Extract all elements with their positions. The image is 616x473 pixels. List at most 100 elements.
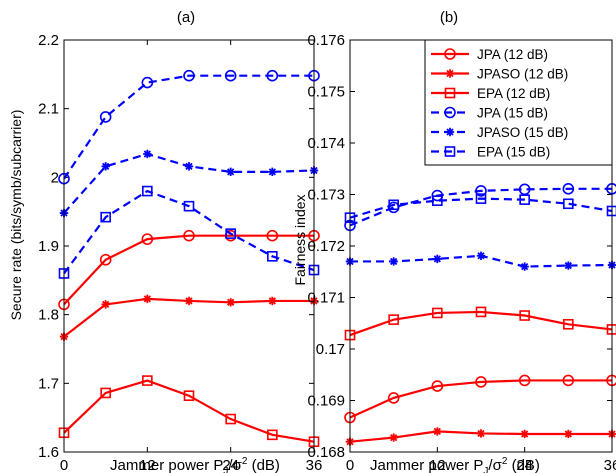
x-tick-label: 24 (222, 457, 239, 473)
legend-marker (444, 146, 456, 157)
data-point (389, 433, 398, 442)
panel-b-y-ticks: 0.168 0.169 0.17 0.171 0.172 0.173 0.174 0.175 0… (307, 32, 612, 461)
x-tick-label: 12 (429, 457, 446, 473)
data-point (431, 380, 444, 392)
data-point (225, 413, 236, 425)
y-tick-label: 0.174 (307, 135, 345, 152)
y-tick-label: 1.8 (38, 307, 59, 324)
data-point (266, 229, 279, 242)
panel-b-xlabel: Jammer power PJ/σ2 (dB) (370, 456, 540, 473)
data-point (475, 185, 487, 197)
y-tick-label: 1.7 (38, 375, 59, 392)
data-point (388, 199, 399, 211)
series-line (63, 189, 315, 275)
data-point (432, 195, 443, 206)
x-tick-label: 36 (604, 457, 616, 473)
series-group (58, 185, 320, 279)
y-tick-label: 0.169 (307, 393, 345, 410)
panel-a-axes-box (63, 39, 315, 453)
series-line (349, 310, 613, 337)
legend-marker (444, 48, 456, 60)
series-line (349, 379, 612, 419)
data-point (99, 111, 112, 123)
data-point (387, 392, 400, 404)
series-line (63, 379, 315, 443)
data-point (519, 310, 530, 321)
panel-b: (b) Fairness index Jammer power PJ/σ2 (d… (292, 9, 616, 473)
data-point (267, 251, 278, 262)
y-tick-label: 1.9 (38, 238, 59, 255)
legend-label: JPA (15 dB) (477, 106, 548, 121)
data-point (564, 429, 573, 439)
data-point (100, 387, 111, 399)
data-point (183, 229, 195, 242)
data-point (389, 257, 398, 266)
data-point (433, 427, 442, 436)
data-point (141, 76, 154, 89)
y-tick-label: 2.2 (38, 32, 59, 49)
legend-box (424, 39, 613, 166)
data-point (475, 376, 487, 388)
data-point (143, 294, 152, 304)
legend-marker (444, 106, 456, 119)
data-point (184, 296, 194, 306)
y-tick-label: 0.172 (307, 238, 345, 255)
y-tick-label: 0.176 (307, 32, 345, 49)
data-point (99, 253, 112, 266)
legend-label: JPASO (12 dB) (477, 67, 568, 82)
data-point (141, 233, 154, 245)
legend-marker (445, 69, 455, 78)
x-tick-label: 0 (346, 457, 354, 473)
data-point (183, 390, 195, 401)
data-point (224, 69, 237, 82)
series-line (349, 187, 612, 227)
data-point (184, 162, 194, 171)
panel-b-x-ticks: 0 12 24 36 (346, 40, 616, 473)
data-point (476, 251, 486, 260)
panel-a-series (58, 69, 320, 448)
data-point (268, 167, 277, 177)
data-point (266, 69, 279, 82)
data-point (563, 198, 574, 210)
data-point (520, 429, 529, 439)
y-tick-label: 0.17 (316, 341, 345, 358)
legend-marker (444, 87, 456, 99)
panel-a-ylabel: Secure rate (bits/symb/subcarrier) (8, 110, 24, 321)
data-point (226, 167, 235, 177)
data-point (268, 296, 277, 306)
data-point (388, 314, 399, 325)
data-point (433, 254, 442, 264)
series-line (63, 74, 314, 180)
data-point (562, 183, 575, 195)
data-point (476, 429, 486, 438)
series-group (58, 69, 320, 185)
x-tick-label: 12 (139, 457, 156, 473)
series-line (63, 234, 314, 306)
panel-b-ylabel: Fairness index (292, 194, 308, 285)
data-point (225, 228, 236, 239)
y-tick-label: 0.171 (307, 290, 345, 307)
data-point (142, 185, 153, 197)
data-point (183, 200, 195, 212)
panel-a-title: (a) (177, 9, 195, 26)
legend-label: EPA (12 dB) (477, 86, 550, 101)
data-point (432, 307, 443, 319)
legend-label: JPASO (15 dB) (477, 125, 568, 140)
data-point (475, 193, 487, 204)
data-point (518, 374, 531, 387)
data-point (267, 429, 278, 441)
x-tick-label: 36 (306, 457, 323, 473)
legend-marker (445, 127, 455, 137)
legend-label: EPA (15 dB) (477, 145, 550, 160)
panel-b-legend: JPA (12 dB) JPASO (12 dB) EPA (12 dB) JPA (… (424, 39, 613, 166)
data-point (564, 261, 573, 270)
data-point (101, 162, 110, 171)
data-point (562, 374, 575, 387)
data-point (226, 298, 235, 307)
y-tick-label: 2.1 (38, 101, 59, 118)
data-point (563, 318, 574, 330)
panel-a-y-ticks: 1.6 1.7 1.8 1.9 2 2.1 2.2 (38, 32, 314, 461)
y-tick-label: 0.168 (307, 444, 345, 461)
data-point (520, 262, 529, 271)
